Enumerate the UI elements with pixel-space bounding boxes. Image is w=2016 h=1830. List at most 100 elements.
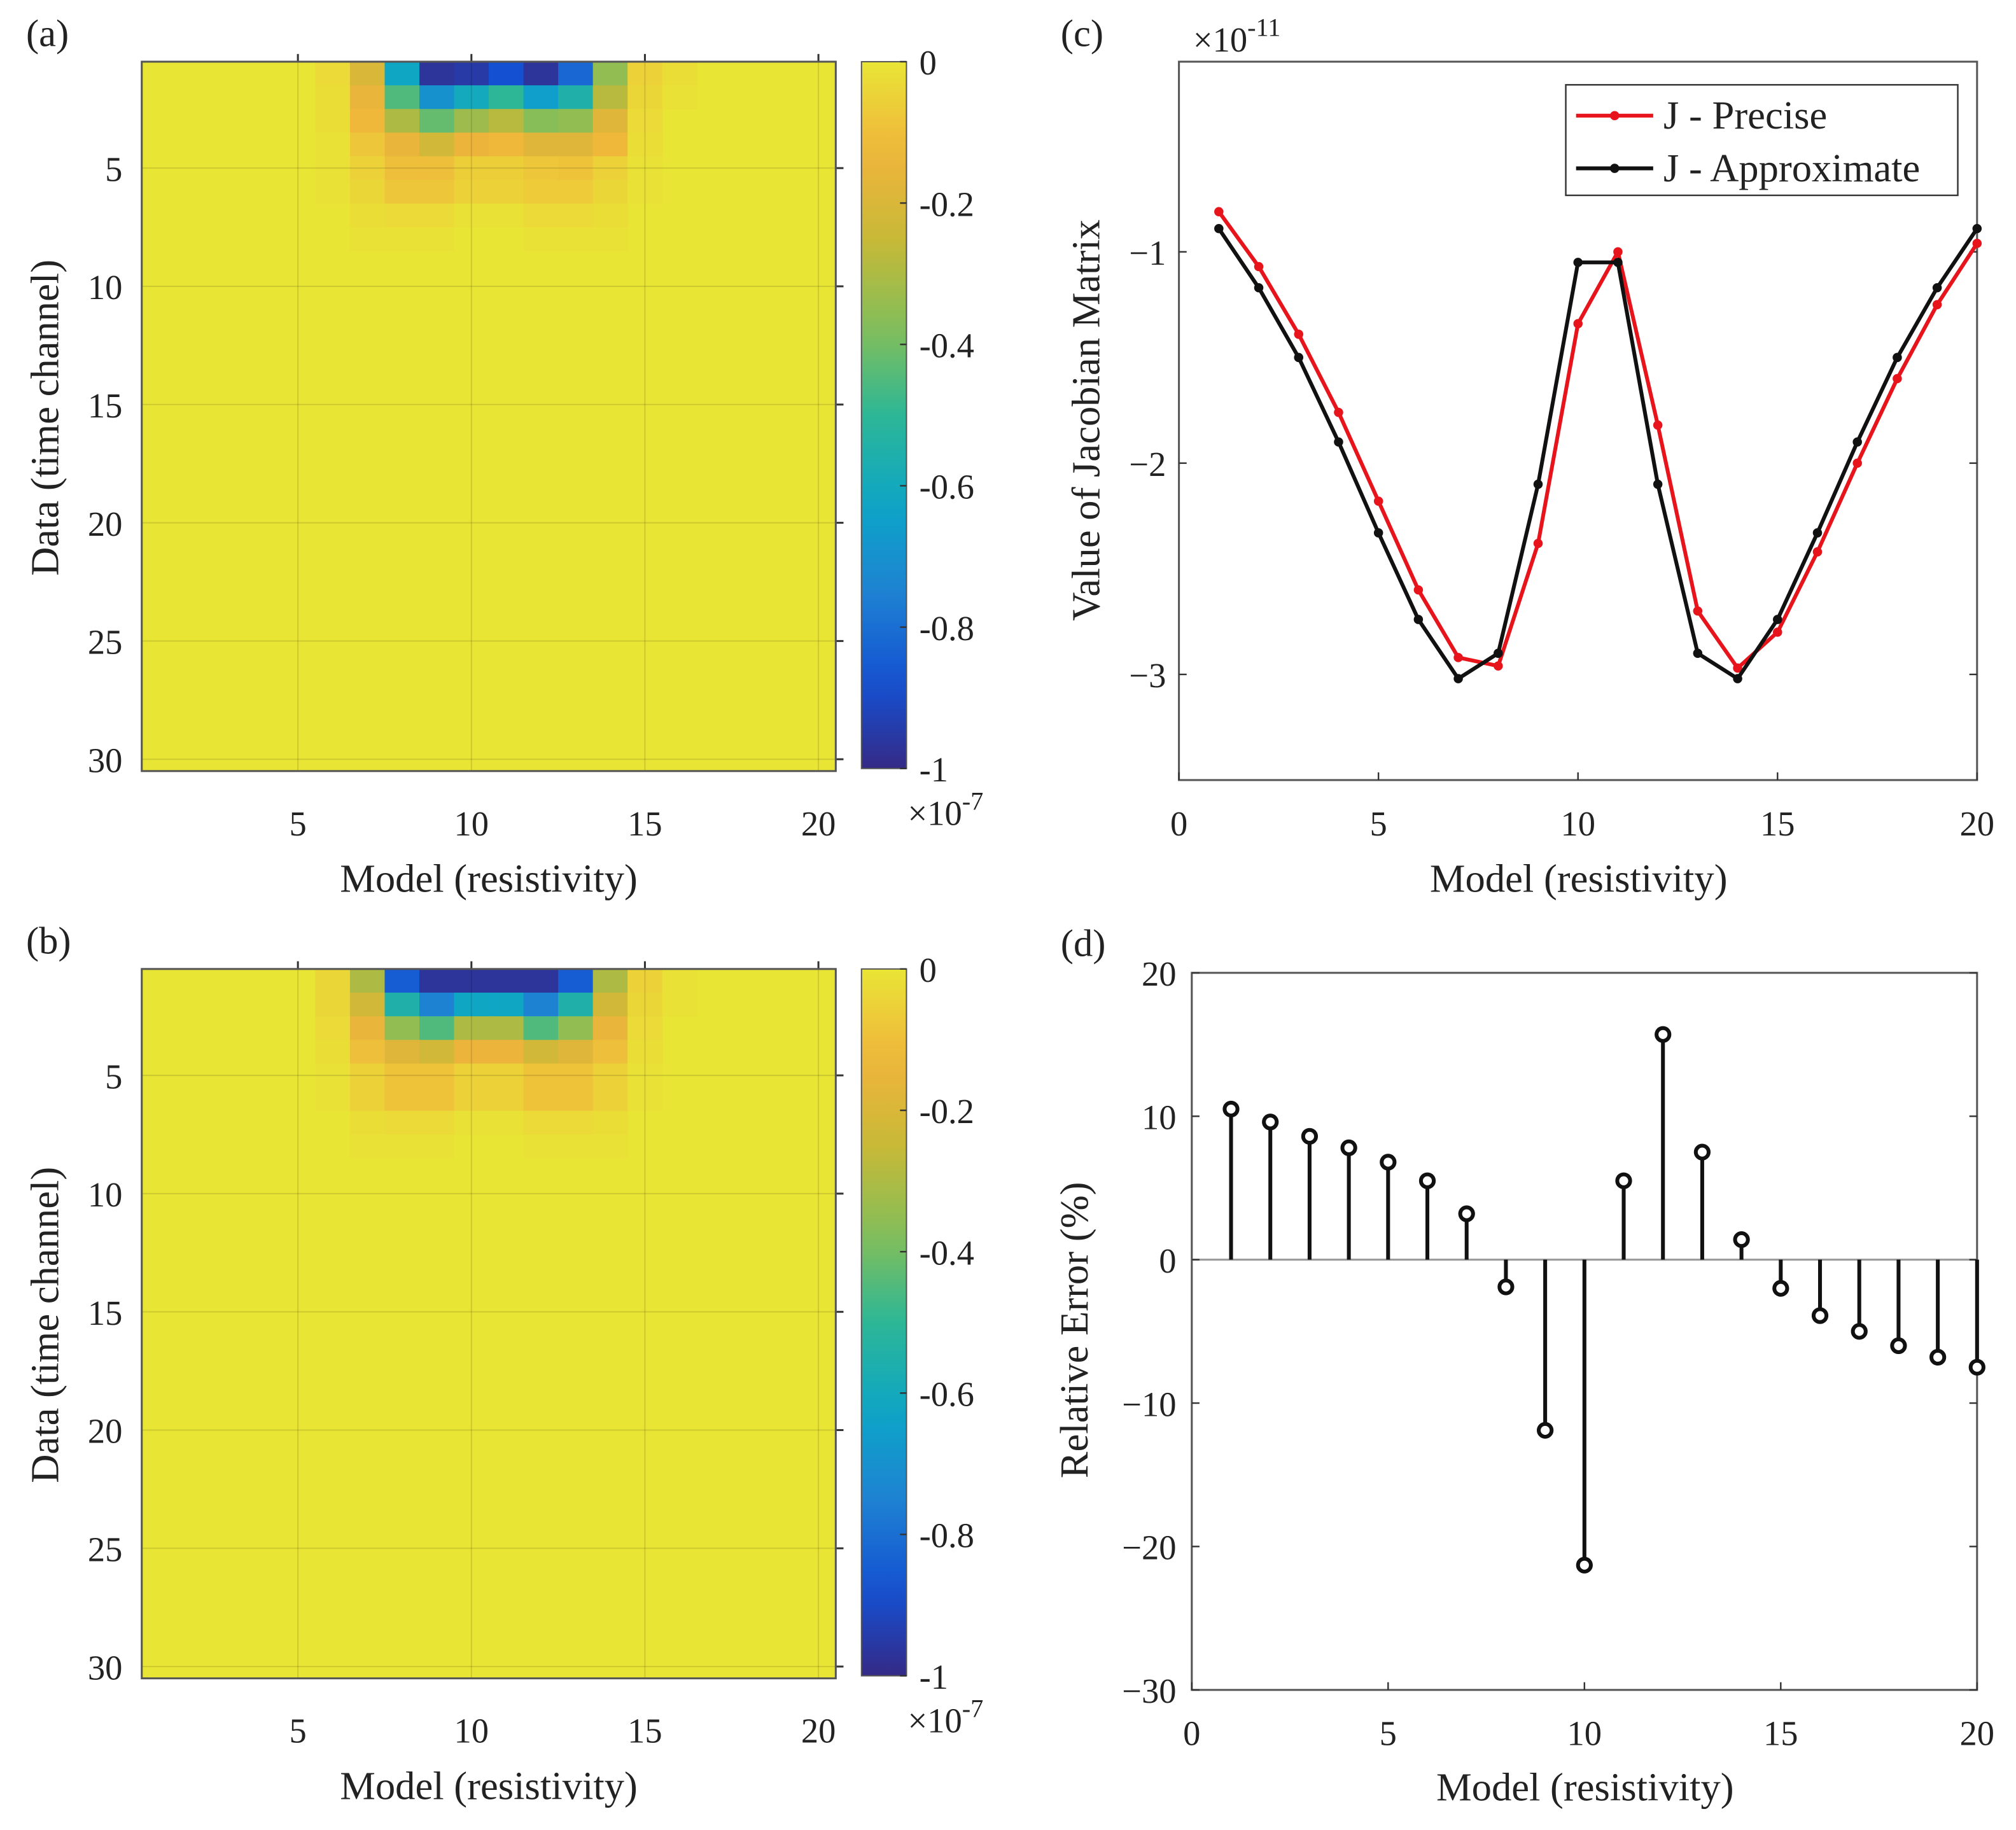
exponent-base: ×10	[907, 1701, 962, 1740]
data-point	[1214, 207, 1224, 216]
heatmap-cell	[419, 132, 455, 157]
heatmap-cell	[489, 968, 524, 993]
heatmap-cell	[592, 156, 628, 181]
data-point	[1453, 674, 1463, 683]
data-point	[1533, 479, 1543, 489]
data-point	[1373, 528, 1383, 538]
heatmap-cell	[627, 156, 663, 181]
heatmap-cell	[489, 85, 524, 110]
heatmap-panel-a: (a) 5 10 15 20 5 10 15 20 25 30 Model (resistivity)…	[22, 13, 983, 901]
heatmap-cell	[489, 1016, 524, 1041]
exponent-power: -7	[962, 1694, 984, 1722]
heatmap-cell	[523, 109, 559, 134]
stem-marker	[1615, 1172, 1632, 1189]
heatmap-cell	[592, 132, 628, 157]
heatmap-cell	[315, 1040, 351, 1065]
heatmap-cell	[454, 61, 489, 86]
heatmap-cell	[592, 203, 628, 228]
heatmap-cell	[349, 109, 386, 134]
heatmap-cell	[523, 61, 559, 86]
heatmap-cell	[592, 968, 628, 993]
y-axis-label: Relative Error (%)	[1052, 1182, 1096, 1478]
heatmap-cell	[627, 179, 663, 204]
heatmap-cell	[523, 1087, 559, 1112]
heatmap-cell	[558, 1040, 594, 1065]
y-tick-label: −30	[1122, 1672, 1176, 1710]
heatmap-cell	[349, 1063, 386, 1088]
heatmap-cell	[558, 992, 594, 1017]
heatmap-cell	[349, 1110, 386, 1135]
stem-marker	[1222, 1100, 1240, 1118]
stem-marker	[1458, 1205, 1475, 1222]
data-point	[1812, 547, 1823, 557]
heatmap-cell	[384, 1110, 420, 1135]
heatmap-cell	[523, 1110, 559, 1135]
heatmap-cell	[349, 85, 386, 110]
data-point	[1573, 258, 1583, 267]
data-point	[1893, 374, 1902, 384]
x-axis-label: Model (resistivity)	[1430, 856, 1728, 901]
x-tick-label: 15	[627, 804, 662, 843]
heatmap-cell	[384, 203, 420, 228]
data-point	[1254, 283, 1264, 293]
y-tick-label: 15	[88, 386, 123, 425]
colorbar-tick-label: -0.4	[920, 1233, 974, 1272]
legend-label: J - Approximate	[1663, 146, 1920, 190]
y-tick-label: 5	[105, 1057, 122, 1096]
series-line	[1217, 227, 1979, 681]
heatmap-cell	[523, 156, 559, 181]
heatmap-cell	[558, 109, 594, 134]
heatmap-cell	[384, 1087, 420, 1112]
heatmap-cell	[592, 227, 628, 252]
y-tick-label: −2	[1129, 445, 1166, 484]
stem-marker	[1733, 1231, 1750, 1248]
data-point	[1893, 353, 1902, 363]
data-point	[1653, 420, 1663, 430]
data-point	[1932, 300, 1942, 310]
heatmap-cell	[523, 1016, 559, 1041]
heatmap-cell	[489, 61, 524, 86]
colorbar-tick-label: 0	[920, 951, 937, 989]
y-tick-label: −20	[1122, 1528, 1176, 1567]
heatmap-cell	[384, 179, 420, 204]
data-point	[1254, 262, 1264, 272]
data-point	[1413, 615, 1424, 624]
stem-marker	[1497, 1278, 1515, 1296]
heatmap-cell	[315, 1087, 351, 1112]
stem-marker	[1418, 1172, 1436, 1189]
data-point	[1733, 663, 1742, 673]
heatmap-cell	[454, 85, 489, 110]
data-point	[1733, 674, 1742, 683]
heatmap-cell	[523, 227, 559, 252]
data-point	[1334, 437, 1343, 447]
heatmap-cell	[384, 1040, 420, 1065]
stem-marker	[1929, 1348, 1947, 1366]
axes-box	[141, 60, 837, 772]
heatmap-cell	[454, 992, 489, 1017]
heatmap-cell	[454, 109, 489, 134]
heatmap-cell	[627, 992, 663, 1017]
data-point	[1812, 528, 1823, 538]
heatmap-cell	[419, 968, 455, 993]
exponent-power: -7	[962, 786, 984, 815]
heatmap-cell	[489, 109, 524, 134]
heatmap-cell	[662, 968, 698, 993]
heatmap-cell	[627, 968, 663, 993]
heatmap-cell	[349, 203, 386, 228]
panel-label: (a)	[26, 13, 69, 55]
heatmap-cell	[592, 109, 628, 134]
heatmap-cell	[315, 61, 351, 86]
data-point	[1972, 223, 1982, 234]
stem-chart-panel-d: (d) 0 5 10 15 20 20 10 0 −10 −20 −30 Model (resistiv…	[1052, 923, 1994, 1810]
heatmap-cell	[489, 1087, 524, 1112]
heatmap-cell	[592, 1110, 628, 1135]
heatmap-cell	[349, 1087, 386, 1112]
heatmap-cell	[489, 1040, 524, 1065]
x-tick-label: 20	[801, 1712, 836, 1750]
heatmap-cell	[627, 109, 663, 134]
data-point	[1413, 585, 1424, 595]
x-tick-label: 0	[1183, 1714, 1200, 1753]
heatmap-cell	[419, 85, 455, 110]
data-point	[1932, 283, 1942, 293]
